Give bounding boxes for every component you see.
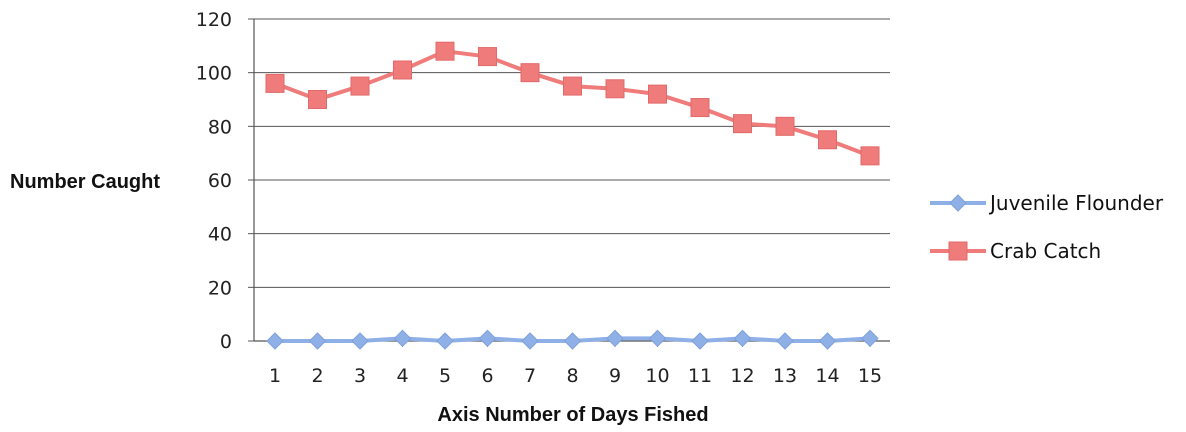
y-axis-title: Number Caught [10,171,160,193]
series-juvenile-flounder [266,329,879,350]
y-tick-label: 100 [196,63,232,85]
x-tick-label: 8 [566,365,578,387]
data-point [860,146,880,166]
y-axis-ticks: 0 20 40 60 80 100 120 [196,9,254,353]
x-tick-label: 13 [773,365,797,387]
data-point [648,84,667,104]
y-tick-label: 40 [208,224,232,246]
legend-item: Juvenile Flounder [930,191,1164,215]
data-point [733,329,752,348]
data-point [563,76,582,96]
x-tick-label: 15 [858,365,882,387]
data-point [393,60,412,80]
legend-item: Crab Catch [930,239,1101,263]
data-point [776,332,794,350]
data-point [266,332,284,350]
legend-label: Crab Catch [990,239,1101,263]
y-tick-label: 80 [208,116,232,138]
data-point [818,332,837,350]
data-point [690,98,710,118]
x-tick-label: 7 [524,365,536,387]
data-point [393,329,412,348]
legend-marker [949,194,967,212]
x-axis-title: Axis Number of Days Fished [437,404,708,426]
data-point [818,130,837,150]
series-layer [265,41,880,350]
x-tick-label: 2 [311,365,323,387]
x-tick-label: 11 [688,365,712,387]
series-line [274,49,871,158]
data-point [605,79,625,99]
data-point [435,41,455,61]
x-tick-label: 5 [439,365,451,387]
data-point [648,329,667,348]
gridlines [254,18,890,288]
legend: Juvenile Flounder Crab Catch [930,191,1164,263]
y-tick-label: 20 [208,277,232,299]
data-point [350,76,370,96]
data-point [861,329,879,348]
data-point [351,332,369,350]
data-point [520,63,540,83]
data-point [563,332,582,350]
y-tick-label: 120 [196,9,232,31]
legend-label: Juvenile Flounder [988,191,1164,215]
x-tick-label: 10 [645,365,669,387]
data-point [436,332,454,350]
x-tick-label: 14 [815,365,839,387]
data-point [478,329,497,348]
data-point [606,329,624,348]
x-tick-label: 12 [730,365,754,387]
x-tick-label: 1 [269,365,281,387]
data-point [691,332,709,350]
data-point [265,73,285,93]
data-point [733,114,752,134]
legend-marker [948,241,968,261]
x-axis-ticks: 1 2 3 4 5 6 7 8 9 10 11 12 13 14 15 [269,341,882,387]
x-tick-label: 6 [481,365,493,387]
data-point [478,47,497,67]
x-tick-label: 4 [396,365,408,387]
series-crab-catch [265,41,880,166]
data-point [521,332,539,350]
data-point [775,116,795,136]
y-tick-label: 60 [208,170,232,192]
x-tick-label: 9 [609,365,621,387]
data-point [308,90,327,109]
data-point [308,332,327,350]
x-tick-label: 3 [354,365,366,387]
y-tick-label: 0 [220,331,232,353]
